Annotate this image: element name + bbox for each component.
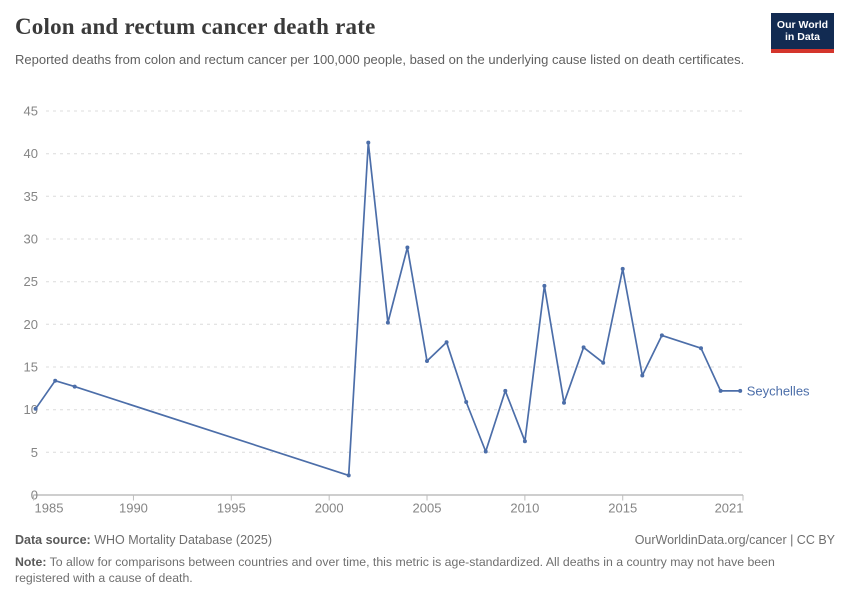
y-tick-label-45: 45 — [24, 104, 38, 119]
y-tick-label-35: 35 — [24, 189, 38, 204]
page-title: Colon and rectum cancer death rate — [15, 14, 376, 39]
data-point-2011 — [542, 283, 547, 288]
y-tick-label-25: 25 — [24, 274, 38, 289]
y-tick-label-30: 30 — [24, 232, 38, 247]
data-point-2020 — [718, 388, 723, 393]
y-tick-label-40: 40 — [24, 146, 38, 161]
attribution-link[interactable]: OurWorldinData.org/cancer | CC BY — [634, 533, 835, 547]
owid-logo-line2: in Data — [784, 31, 820, 43]
data-point-2021 — [738, 388, 743, 393]
data-point-2013 — [581, 345, 586, 350]
data-point-2008 — [483, 449, 488, 454]
x-tick-label-2005: 2005 — [413, 501, 442, 516]
data-source-label: Data source: — [15, 533, 91, 547]
data-point-2014 — [601, 360, 606, 365]
data-point-2002 — [366, 140, 371, 145]
line-chart: 0 5 10 15 20 25 30 35 40 45 1985 1990 1995 2000 2005 20… — [24, 104, 811, 516]
data-point-2019 — [699, 346, 703, 351]
chart-note-value: To allow for comparisons between countri… — [15, 555, 775, 585]
chart-note-label: Note: — [15, 555, 47, 569]
y-tick-label-5: 5 — [31, 445, 38, 460]
x-tick-label-2015: 2015 — [608, 501, 637, 516]
data-point-2016 — [640, 373, 645, 378]
y-tick-label-0: 0 — [31, 488, 38, 503]
x-tick-label-1990: 1990 — [119, 501, 148, 516]
data-point-2009 — [503, 388, 508, 393]
y-tick-label-15: 15 — [24, 360, 38, 375]
data-point-2007 — [464, 400, 469, 404]
owid-logo[interactable]: Our World in Data — [771, 13, 834, 53]
data-point-2015 — [620, 266, 625, 271]
data-point-2003 — [385, 320, 390, 325]
data-point-2001 — [346, 473, 351, 478]
series-line-seychelles — [34, 141, 742, 477]
x-tick-label-2000: 2000 — [315, 501, 344, 516]
data-point-2017 — [659, 333, 664, 338]
data-point-2006 — [444, 340, 449, 345]
x-tick-label-2010: 2010 — [510, 501, 539, 516]
data-point-1987 — [72, 384, 77, 389]
data-point-1986 — [53, 378, 58, 383]
data-point-2012 — [562, 400, 566, 405]
series-label: Seychelles — [747, 383, 810, 398]
x-tick-label-2021: 2021 — [715, 501, 744, 516]
x-tick-label-1995: 1995 — [217, 501, 246, 516]
x-tick-label-1985: 1985 — [35, 501, 64, 516]
chart-note: Note: To allow for comparisons between c… — [15, 554, 823, 586]
data-source-value: WHO Mortality Database (2025) — [90, 533, 273, 547]
chart-subtitle: Reported deaths from colon and rectum ca… — [15, 52, 745, 67]
data-point-2010 — [522, 439, 527, 444]
owid-logo-line1: Our World — [776, 19, 829, 31]
y-tick-label-20: 20 — [24, 317, 38, 332]
data-point-2004 — [405, 245, 410, 250]
data-point-1985 — [33, 406, 38, 411]
y-tick-label-10: 10 — [24, 402, 38, 417]
data-source: Data source: WHO Mortality Database (202… — [15, 533, 272, 547]
data-point-2005 — [425, 359, 429, 363]
